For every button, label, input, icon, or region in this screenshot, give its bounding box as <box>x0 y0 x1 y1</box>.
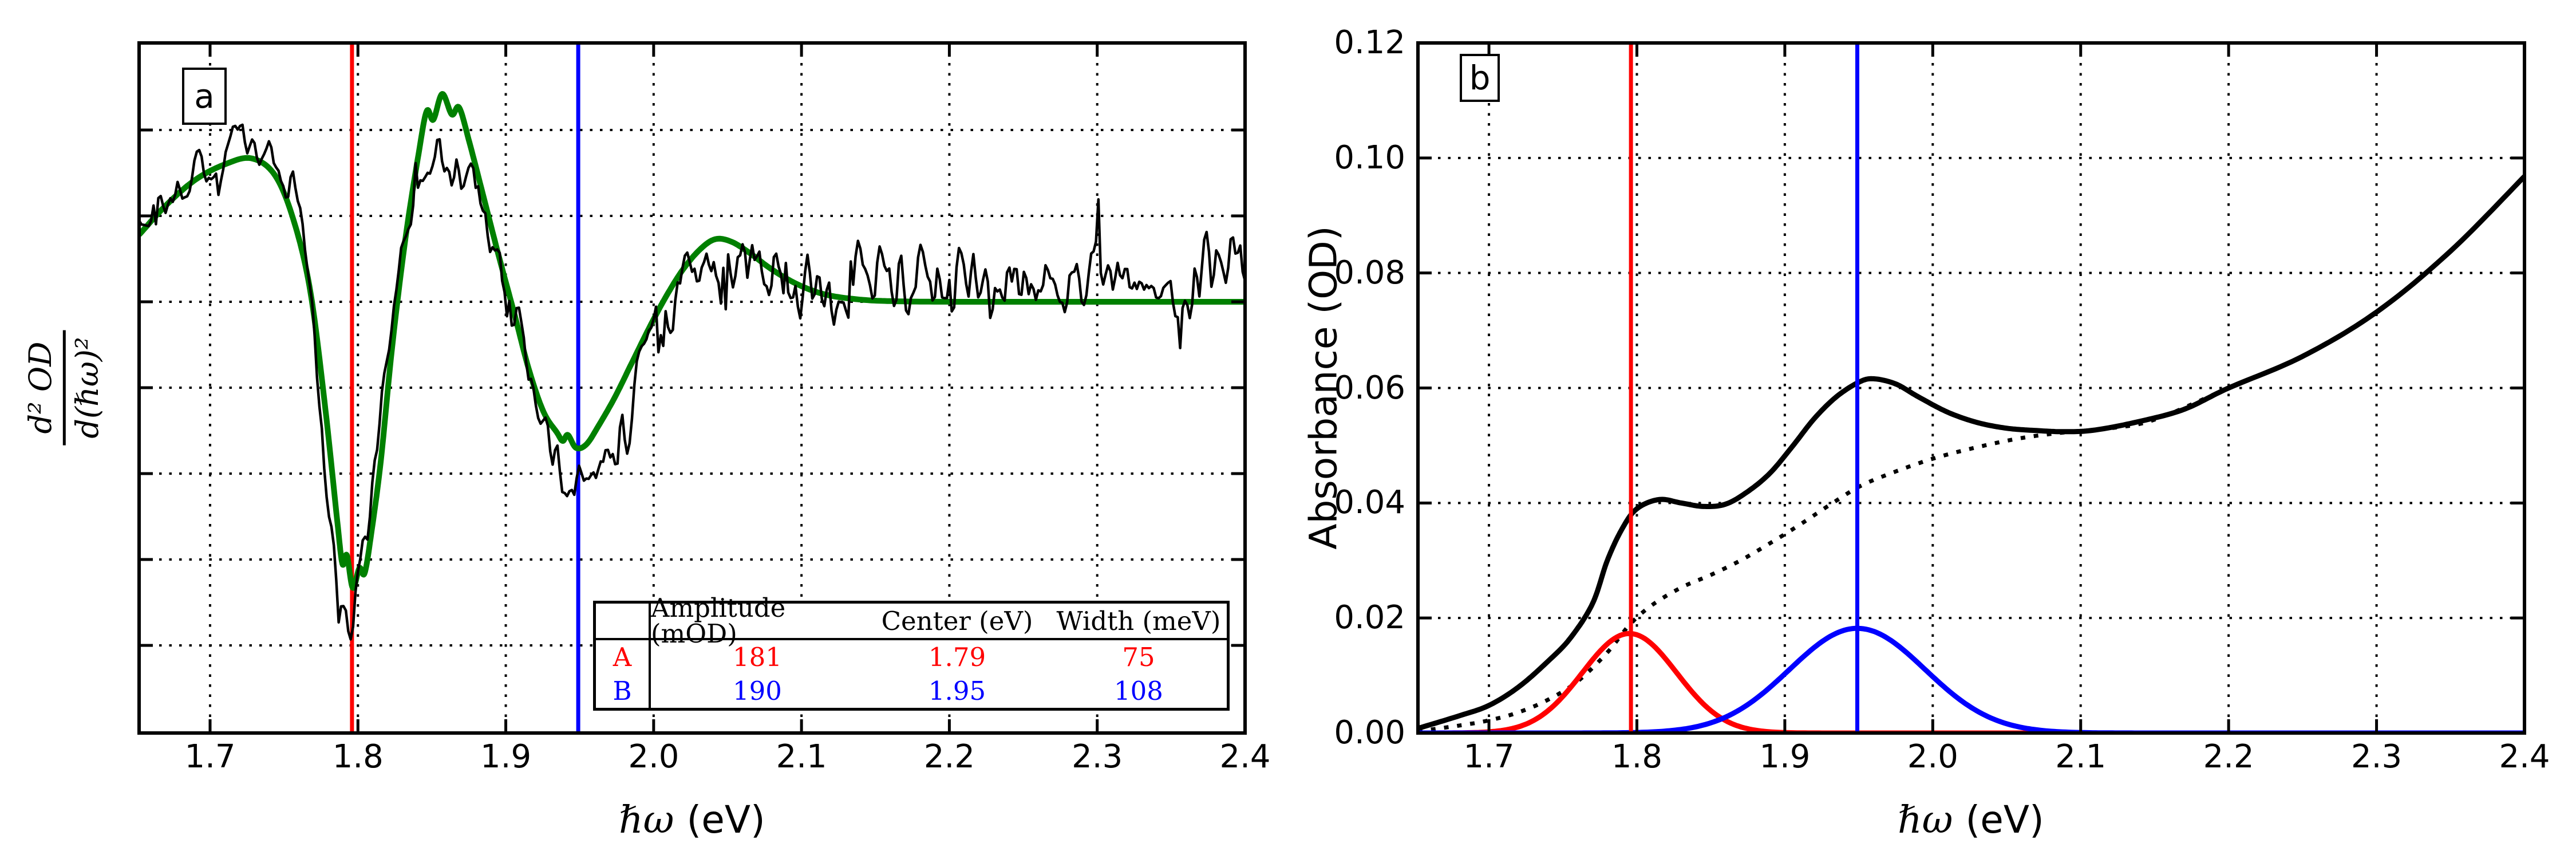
table-header-center: Center (eV) <box>864 604 1050 640</box>
panel-a-xtick-label: 1.7 <box>184 738 236 775</box>
panel-b-ytick-label: 0.02 <box>1334 599 1405 637</box>
table-row-b-amplitude: 190 <box>733 676 782 706</box>
panel-b-xaxis-title: ℏω (eV) <box>1898 801 2044 839</box>
panel-b-ytick-label: 0.12 <box>1334 24 1405 61</box>
panel-b-yaxis-title: Absorbance (OD) <box>1301 226 1346 550</box>
ylabel-denominator: d(ℏω)² <box>69 337 105 439</box>
panel-a <box>137 41 1247 735</box>
panel-b-xtick-label: 2.1 <box>2055 738 2107 775</box>
table-header-amplitude: Amplitude (mOD) <box>651 595 864 647</box>
table-row-a-amplitude: 181 <box>733 642 782 672</box>
panel-b-ytick-label: 0.08 <box>1334 254 1405 291</box>
panel-b <box>1416 41 2526 735</box>
gaussian-b-curve <box>1418 625 2524 733</box>
table-header-width: Width (meV) <box>1050 604 1227 640</box>
fit-parameters-table: Amplitude (mOD) Center (eV) Width (meV) … <box>593 595 1230 711</box>
hbar-omega-symbol: ℏω <box>619 798 674 842</box>
panel-b-xtick-label: 2.2 <box>2203 738 2254 775</box>
panel-a-xaxis-title: ℏω (eV) <box>619 801 765 839</box>
panel-b-xtick-label: 1.8 <box>1611 738 1662 775</box>
panel-b-label-box: b <box>1460 54 1500 102</box>
panel-a-xtick-label: 2.0 <box>628 738 679 775</box>
panel-b-ytick-label: 0.06 <box>1334 369 1405 407</box>
panel-b-xtick-label: 1.9 <box>1759 738 1811 775</box>
panel-b-xtick-label: 2.0 <box>1907 738 1958 775</box>
panel-a-xtick-label: 2.4 <box>1219 738 1271 775</box>
table-row-b-label: B <box>596 674 651 708</box>
panel-b-xtick-label: 2.3 <box>2351 738 2403 775</box>
panel-b-label: b <box>1469 58 1491 97</box>
panel-b-ytick-label: 0.00 <box>1334 714 1405 751</box>
table-row-a-label: A <box>596 640 651 674</box>
panel-a-label: a <box>194 77 215 116</box>
panel-a-xtick-label: 2.2 <box>923 738 975 775</box>
panel-a-xtick-label: 2.1 <box>776 738 827 775</box>
table-row-b-center: 1.95 <box>928 676 986 706</box>
table-row-b-width: 108 <box>1114 676 1163 706</box>
ev-unit: (eV) <box>1965 798 2044 842</box>
panel-a-label-box: a <box>182 68 227 125</box>
ylabel-numerator: d² OD <box>22 330 66 446</box>
table-row-a-width: 75 <box>1122 642 1155 672</box>
ev-unit: (eV) <box>686 798 765 842</box>
panel-b-ytick-label: 0.10 <box>1334 139 1405 176</box>
panel-b-xtick-label: 2.4 <box>2499 738 2550 775</box>
background-curve <box>1418 175 2524 733</box>
gaussian-a-curve <box>1418 631 2524 733</box>
panel-b-ytick-label: 0.04 <box>1334 484 1405 522</box>
fit-curve <box>139 91 1245 591</box>
panel-a-xtick-label: 1.8 <box>332 738 384 775</box>
panel-a-xtick-label: 1.9 <box>480 738 532 775</box>
total-absorbance-curve <box>1418 174 2524 731</box>
panel-b-xtick-label: 1.7 <box>1463 738 1515 775</box>
data-curve <box>139 123 1245 641</box>
panel-a-yaxis-title: d² OD d(ℏω)² <box>22 330 105 446</box>
table-corner-cell <box>596 604 651 640</box>
table-row-a-center: 1.79 <box>928 642 986 672</box>
hbar-omega-symbol: ℏω <box>1898 798 1953 842</box>
panel-a-xtick-label: 2.3 <box>1072 738 1123 775</box>
